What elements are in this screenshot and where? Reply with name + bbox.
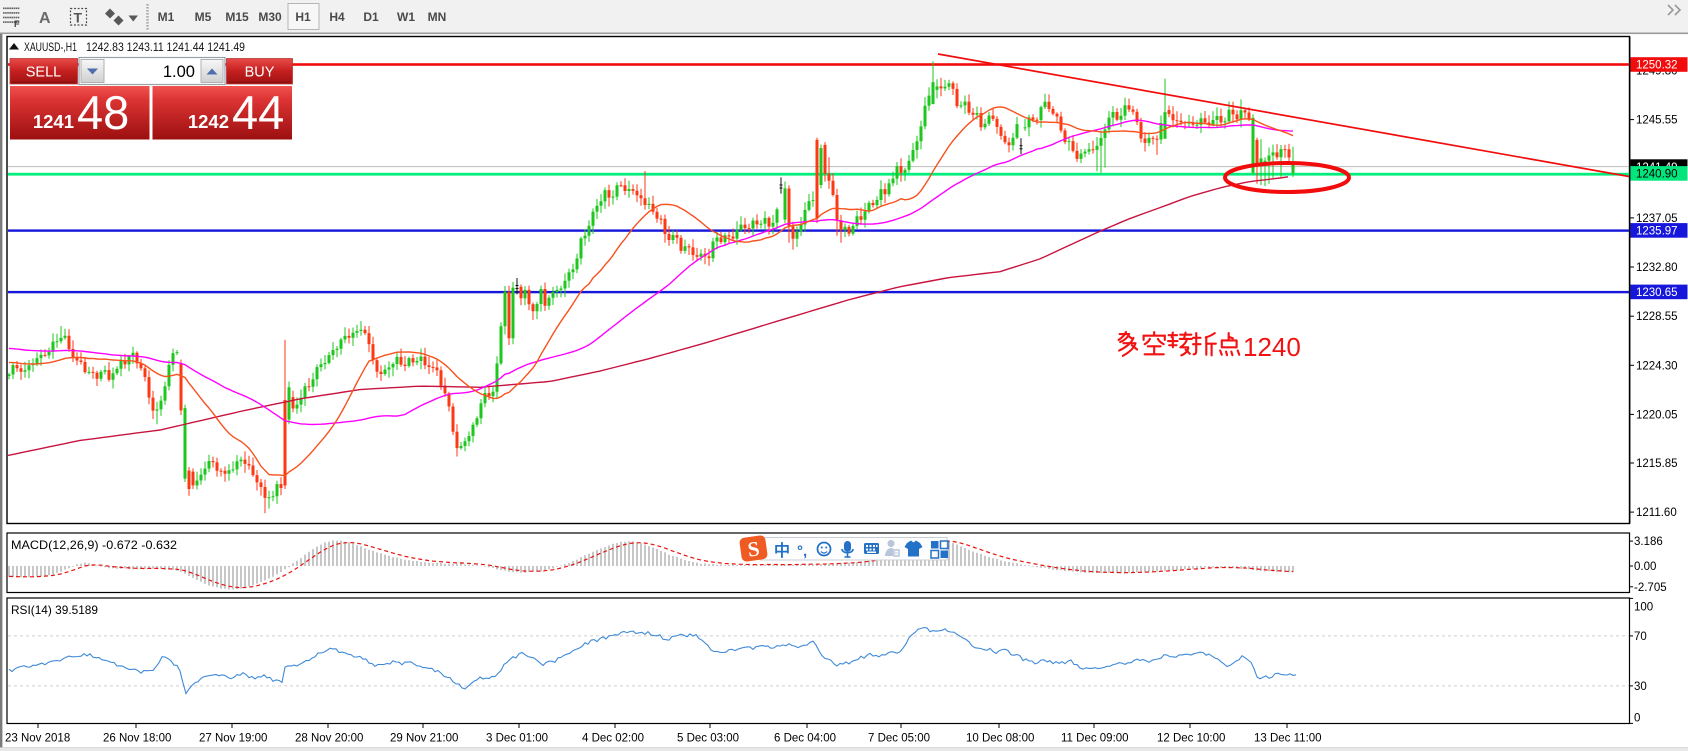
svg-text:°,: °, [797, 543, 807, 560]
svg-text:XAUUSD-,H1: XAUUSD-,H1 [24, 40, 77, 54]
svg-text:T: T [74, 10, 83, 26]
svg-text:MN: MN [428, 10, 447, 24]
svg-text:A: A [39, 10, 51, 27]
svg-text:1242.83 1243.11 1241.44 1241.4: 1242.83 1243.11 1241.44 1241.49 [86, 40, 245, 54]
svg-text:26 Nov 18:00: 26 Nov 18:00 [103, 733, 171, 745]
svg-text:1230.65: 1230.65 [1636, 287, 1678, 299]
svg-text:M1: M1 [158, 10, 175, 24]
svg-text:1220.05: 1220.05 [1636, 409, 1678, 421]
svg-text:1237.05: 1237.05 [1636, 213, 1678, 225]
svg-text:1240: 1240 [1243, 332, 1301, 362]
svg-text:7 Dec 05:00: 7 Dec 05:00 [868, 733, 930, 745]
svg-text:-2.705: -2.705 [1634, 582, 1667, 594]
svg-text:M5: M5 [195, 10, 212, 24]
svg-text:1241: 1241 [33, 111, 74, 132]
svg-text:44: 44 [232, 86, 284, 139]
svg-text:13 Dec 11:00: 13 Dec 11:00 [1254, 733, 1322, 745]
svg-text:W1: W1 [397, 10, 415, 24]
svg-text:0: 0 [1634, 712, 1640, 724]
svg-text:1250.32: 1250.32 [1636, 60, 1678, 72]
svg-text:BUY: BUY [245, 65, 275, 81]
svg-text:70: 70 [1634, 631, 1647, 643]
svg-text:30: 30 [1634, 681, 1647, 693]
svg-text:M15: M15 [225, 10, 249, 24]
svg-text:D1: D1 [363, 10, 379, 24]
svg-text:48: 48 [77, 86, 129, 139]
svg-text:6 Dec 04:00: 6 Dec 04:00 [774, 733, 836, 745]
svg-text:0.00: 0.00 [1634, 561, 1656, 573]
svg-text:11 Dec 09:00: 11 Dec 09:00 [1061, 733, 1129, 745]
svg-text:4 Dec 02:00: 4 Dec 02:00 [582, 733, 644, 745]
svg-text:中: 中 [774, 541, 790, 560]
svg-text:1232.80: 1232.80 [1636, 262, 1678, 274]
svg-text:M30: M30 [258, 10, 282, 24]
svg-text:3.186: 3.186 [1634, 536, 1663, 548]
svg-text:23 Nov 2018: 23 Nov 2018 [5, 733, 70, 745]
svg-text:MACD(12,26,9) -0.672 -0.632: MACD(12,26,9) -0.672 -0.632 [11, 538, 177, 552]
svg-text:5 Dec 03:00: 5 Dec 03:00 [677, 733, 739, 745]
svg-text:H4: H4 [329, 10, 345, 24]
svg-text:1215.85: 1215.85 [1636, 458, 1678, 470]
svg-text:1245.55: 1245.55 [1636, 115, 1678, 127]
svg-text:27 Nov 19:00: 27 Nov 19:00 [199, 733, 267, 745]
svg-text:3 Dec 01:00: 3 Dec 01:00 [486, 733, 548, 745]
svg-text:F: F [14, 19, 20, 29]
svg-text:RSI(14) 39.5189: RSI(14) 39.5189 [11, 603, 98, 617]
svg-text:1.00: 1.00 [163, 63, 195, 81]
svg-text:12 Dec 10:00: 12 Dec 10:00 [1157, 733, 1225, 745]
svg-text:28 Nov 20:00: 28 Nov 20:00 [295, 733, 363, 745]
svg-text:H1: H1 [295, 10, 311, 24]
svg-text:1224.30: 1224.30 [1636, 360, 1678, 372]
svg-text:1240.90: 1240.90 [1636, 169, 1678, 181]
svg-text:S: S [746, 536, 761, 561]
svg-text:29 Nov 21:00: 29 Nov 21:00 [390, 733, 458, 745]
svg-text:1235.97: 1235.97 [1636, 226, 1678, 238]
svg-text:SELL: SELL [26, 65, 61, 81]
svg-text:1242: 1242 [188, 111, 229, 132]
svg-text:10 Dec 08:00: 10 Dec 08:00 [966, 733, 1034, 745]
svg-text:1211.60: 1211.60 [1636, 507, 1677, 519]
svg-text:1228.55: 1228.55 [1636, 311, 1678, 323]
svg-text:100: 100 [1634, 601, 1653, 613]
